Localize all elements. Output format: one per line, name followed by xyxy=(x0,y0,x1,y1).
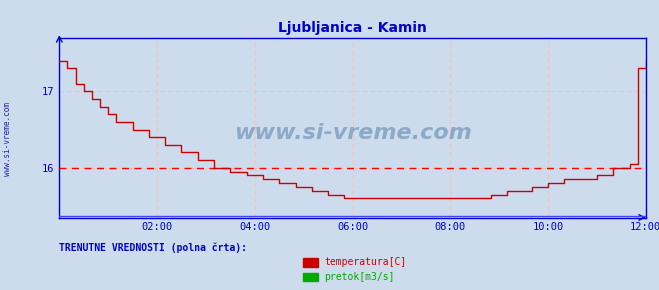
Text: temperatura[C]: temperatura[C] xyxy=(324,258,407,267)
Text: www.si-vreme.com: www.si-vreme.com xyxy=(3,102,13,176)
Text: www.si-vreme.com: www.si-vreme.com xyxy=(234,123,471,143)
Title: Ljubljanica - Kamin: Ljubljanica - Kamin xyxy=(278,21,427,35)
Text: TRENUTNE VREDNOSTI (polna črta):: TRENUTNE VREDNOSTI (polna črta): xyxy=(59,243,247,253)
Text: pretok[m3/s]: pretok[m3/s] xyxy=(324,272,395,282)
